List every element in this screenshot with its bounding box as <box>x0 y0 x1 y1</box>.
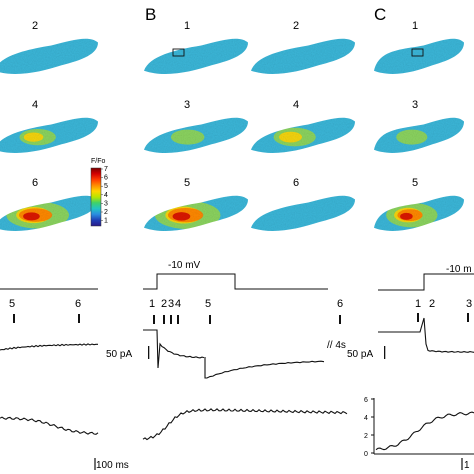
frame-label-b-3: 3 <box>184 99 190 111</box>
marker-label-c-3: 3 <box>466 298 472 310</box>
cell-image-a-2 <box>0 38 98 74</box>
cell-image-c-1 <box>374 38 464 74</box>
fluorescence-trace-c <box>375 411 474 451</box>
fluorescence-trace-b <box>142 408 348 441</box>
marker-b-2 <box>163 315 165 324</box>
colorbar-tick-label: 7 <box>104 166 108 173</box>
cell-image-b-5 <box>144 195 248 231</box>
frame-labels: 2 4 6 1 2 3 4 5 6 1 3 5 <box>32 20 418 189</box>
voltage-protocol-b <box>143 273 328 290</box>
marker-c-3 <box>467 313 469 322</box>
cell-image-b-6 <box>251 195 355 231</box>
time-scale-label: 100 ms <box>96 460 129 471</box>
frame-label-a-3: 6 <box>32 177 38 189</box>
fluorescence-traces <box>0 408 474 451</box>
ratio-axis-c: 6 4 2 0 <box>364 397 474 458</box>
current-scale-c-bar <box>384 346 386 359</box>
frame-label-c-3: 5 <box>412 177 418 189</box>
frame-label-b-4: 4 <box>293 99 299 111</box>
marker-a-5 <box>13 314 15 323</box>
frame-label-b-6: 6 <box>293 177 299 189</box>
current-trace-b-step <box>143 329 205 369</box>
marker-label-a-5: 5 <box>9 298 15 310</box>
cell-image-b-3 <box>144 117 248 153</box>
marker-label-b-5: 5 <box>205 298 211 310</box>
colorbar-title: F/Fo <box>91 158 105 165</box>
time-scale-bar-c: 1 <box>461 458 470 471</box>
cell-image-b-2 <box>251 38 355 74</box>
cell-image-a-6 <box>0 195 98 231</box>
step-label-c: -10 m <box>446 264 472 275</box>
marker-a-6 <box>78 314 80 323</box>
frame-label-a-1: 2 <box>32 20 38 32</box>
frame-label-b-1: 1 <box>184 20 190 32</box>
panel-letter-b: B <box>145 5 156 24</box>
marker-b-6 <box>339 315 341 324</box>
frame-label-c-1: 1 <box>412 20 418 32</box>
roi-box <box>411 48 424 57</box>
marker-label-b-3: 3 <box>168 298 174 310</box>
current-traces <box>0 317 474 379</box>
cell-image-a-4 <box>0 117 98 153</box>
colorbar-tick-label: 5 <box>104 183 108 190</box>
marker-label-b-6: 6 <box>337 298 343 310</box>
panel-letter-c: C <box>374 5 386 24</box>
cell-image-b-4 <box>251 117 355 153</box>
marker-label-b-1: 1 <box>149 298 155 310</box>
current-scale-c-label: 50 pA <box>347 349 373 360</box>
current-trace-b-tail <box>204 357 325 379</box>
step-label-b: -10 mV <box>168 260 201 271</box>
calcium-images <box>0 38 464 231</box>
frame-label-c-2: 3 <box>412 99 418 111</box>
marker-label-b-2: 2 <box>161 298 167 310</box>
frame-label-a-2: 4 <box>32 99 38 111</box>
colorbar-tick-label: 3 <box>104 200 108 207</box>
ratio-tick-label-4: 4 <box>364 415 368 422</box>
current-scale-b-bar <box>148 346 150 359</box>
marker-b-4 <box>177 315 179 324</box>
ratio-tick-label-6: 6 <box>364 397 368 404</box>
cell-image-c-3 <box>374 117 464 153</box>
marker-c-1 <box>417 313 419 322</box>
time-scale-bar: 100 ms <box>94 458 129 471</box>
ratio-tick-label-2: 2 <box>364 433 368 440</box>
marker-b-1 <box>153 315 155 324</box>
time-scale-label-c: 1 <box>464 460 470 471</box>
cell-image-c-5 <box>374 195 464 231</box>
marker-b-3 <box>170 315 172 324</box>
event-markers: 5 6 1 2 3 4 5 6 1 2 3 <box>9 298 472 324</box>
marker-b-5 <box>209 315 211 324</box>
marker-label-a-6: 6 <box>75 298 81 310</box>
voltage-protocol-c <box>378 273 474 291</box>
colorbar-gradient <box>90 167 102 227</box>
break-label-b: // 4s <box>327 340 346 351</box>
current-trace-c <box>378 317 474 353</box>
current-scale-b-label: 50 pA <box>106 349 132 360</box>
marker-label-c-1: 1 <box>415 298 421 310</box>
colorbar-tick-label: 1 <box>104 218 108 225</box>
fluorescence-trace-a <box>0 416 99 435</box>
frame-label-b-2: 2 <box>293 20 299 32</box>
marker-label-c-2: 2 <box>429 298 435 310</box>
frame-label-b-5: 5 <box>184 177 190 189</box>
cell-image-b-1 <box>144 38 248 74</box>
voltage-protocol <box>0 273 474 291</box>
current-trace-a <box>0 343 99 351</box>
ratio-tick-label-0: 0 <box>364 451 368 458</box>
marker-label-b-4: 4 <box>175 298 181 310</box>
colorbar-tick-label: 6 <box>104 175 108 182</box>
colorbar-tick-label: 2 <box>104 209 108 216</box>
roi-box <box>172 48 185 57</box>
colorbar-tick-label: 4 <box>104 192 108 199</box>
